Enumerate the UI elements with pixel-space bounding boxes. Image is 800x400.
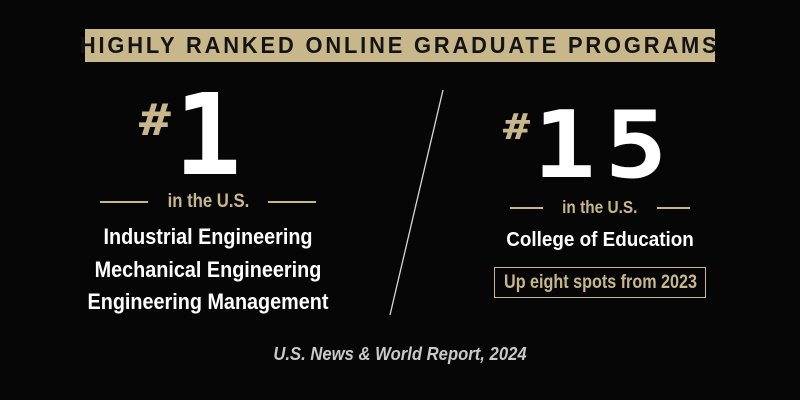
banner: HIGHLY RANKED ONLINE GRADUATE PROGRAMS	[80, 29, 717, 62]
rank-1-scope-label: in the U.S.	[167, 191, 249, 212]
rank-1-number: 1	[174, 71, 242, 201]
program-item-engineering-management: Engineering Management	[87, 289, 329, 314]
college-name: College of Education	[506, 228, 694, 251]
improvement-badge-label: Up eight spots from 2023	[503, 272, 697, 293]
rule-line-left	[99, 200, 148, 203]
rank-15-scope-label: in the U.S.	[562, 197, 638, 217]
rule-line-right	[268, 200, 317, 203]
program-item-mechanical-engineering: Mechanical Engineering	[94, 256, 322, 282]
rule-line-left	[510, 206, 544, 209]
rule-line-right	[656, 206, 690, 209]
rank-15-hash-icon: #	[503, 107, 531, 148]
rank-15-number: 15	[533, 91, 677, 199]
improvement-badge: Up eight spots from 2023	[494, 267, 706, 298]
program-item-industrial-engineering: Industrial Engineering	[103, 224, 313, 249]
rank-1-hash-icon: #	[139, 95, 171, 146]
rank-15-scope-row: in the U.S.	[470, 197, 730, 217]
rank-1-scope-row: in the U.S.	[58, 192, 358, 211]
banner-title: HIGHLY RANKED ONLINE GRADUATE PROGRAMS	[80, 32, 720, 58]
source-attribution: U.S. News & World Report, 2024	[273, 343, 527, 364]
program-list: Industrial Engineering Mechanical Engine…	[73, 221, 343, 319]
